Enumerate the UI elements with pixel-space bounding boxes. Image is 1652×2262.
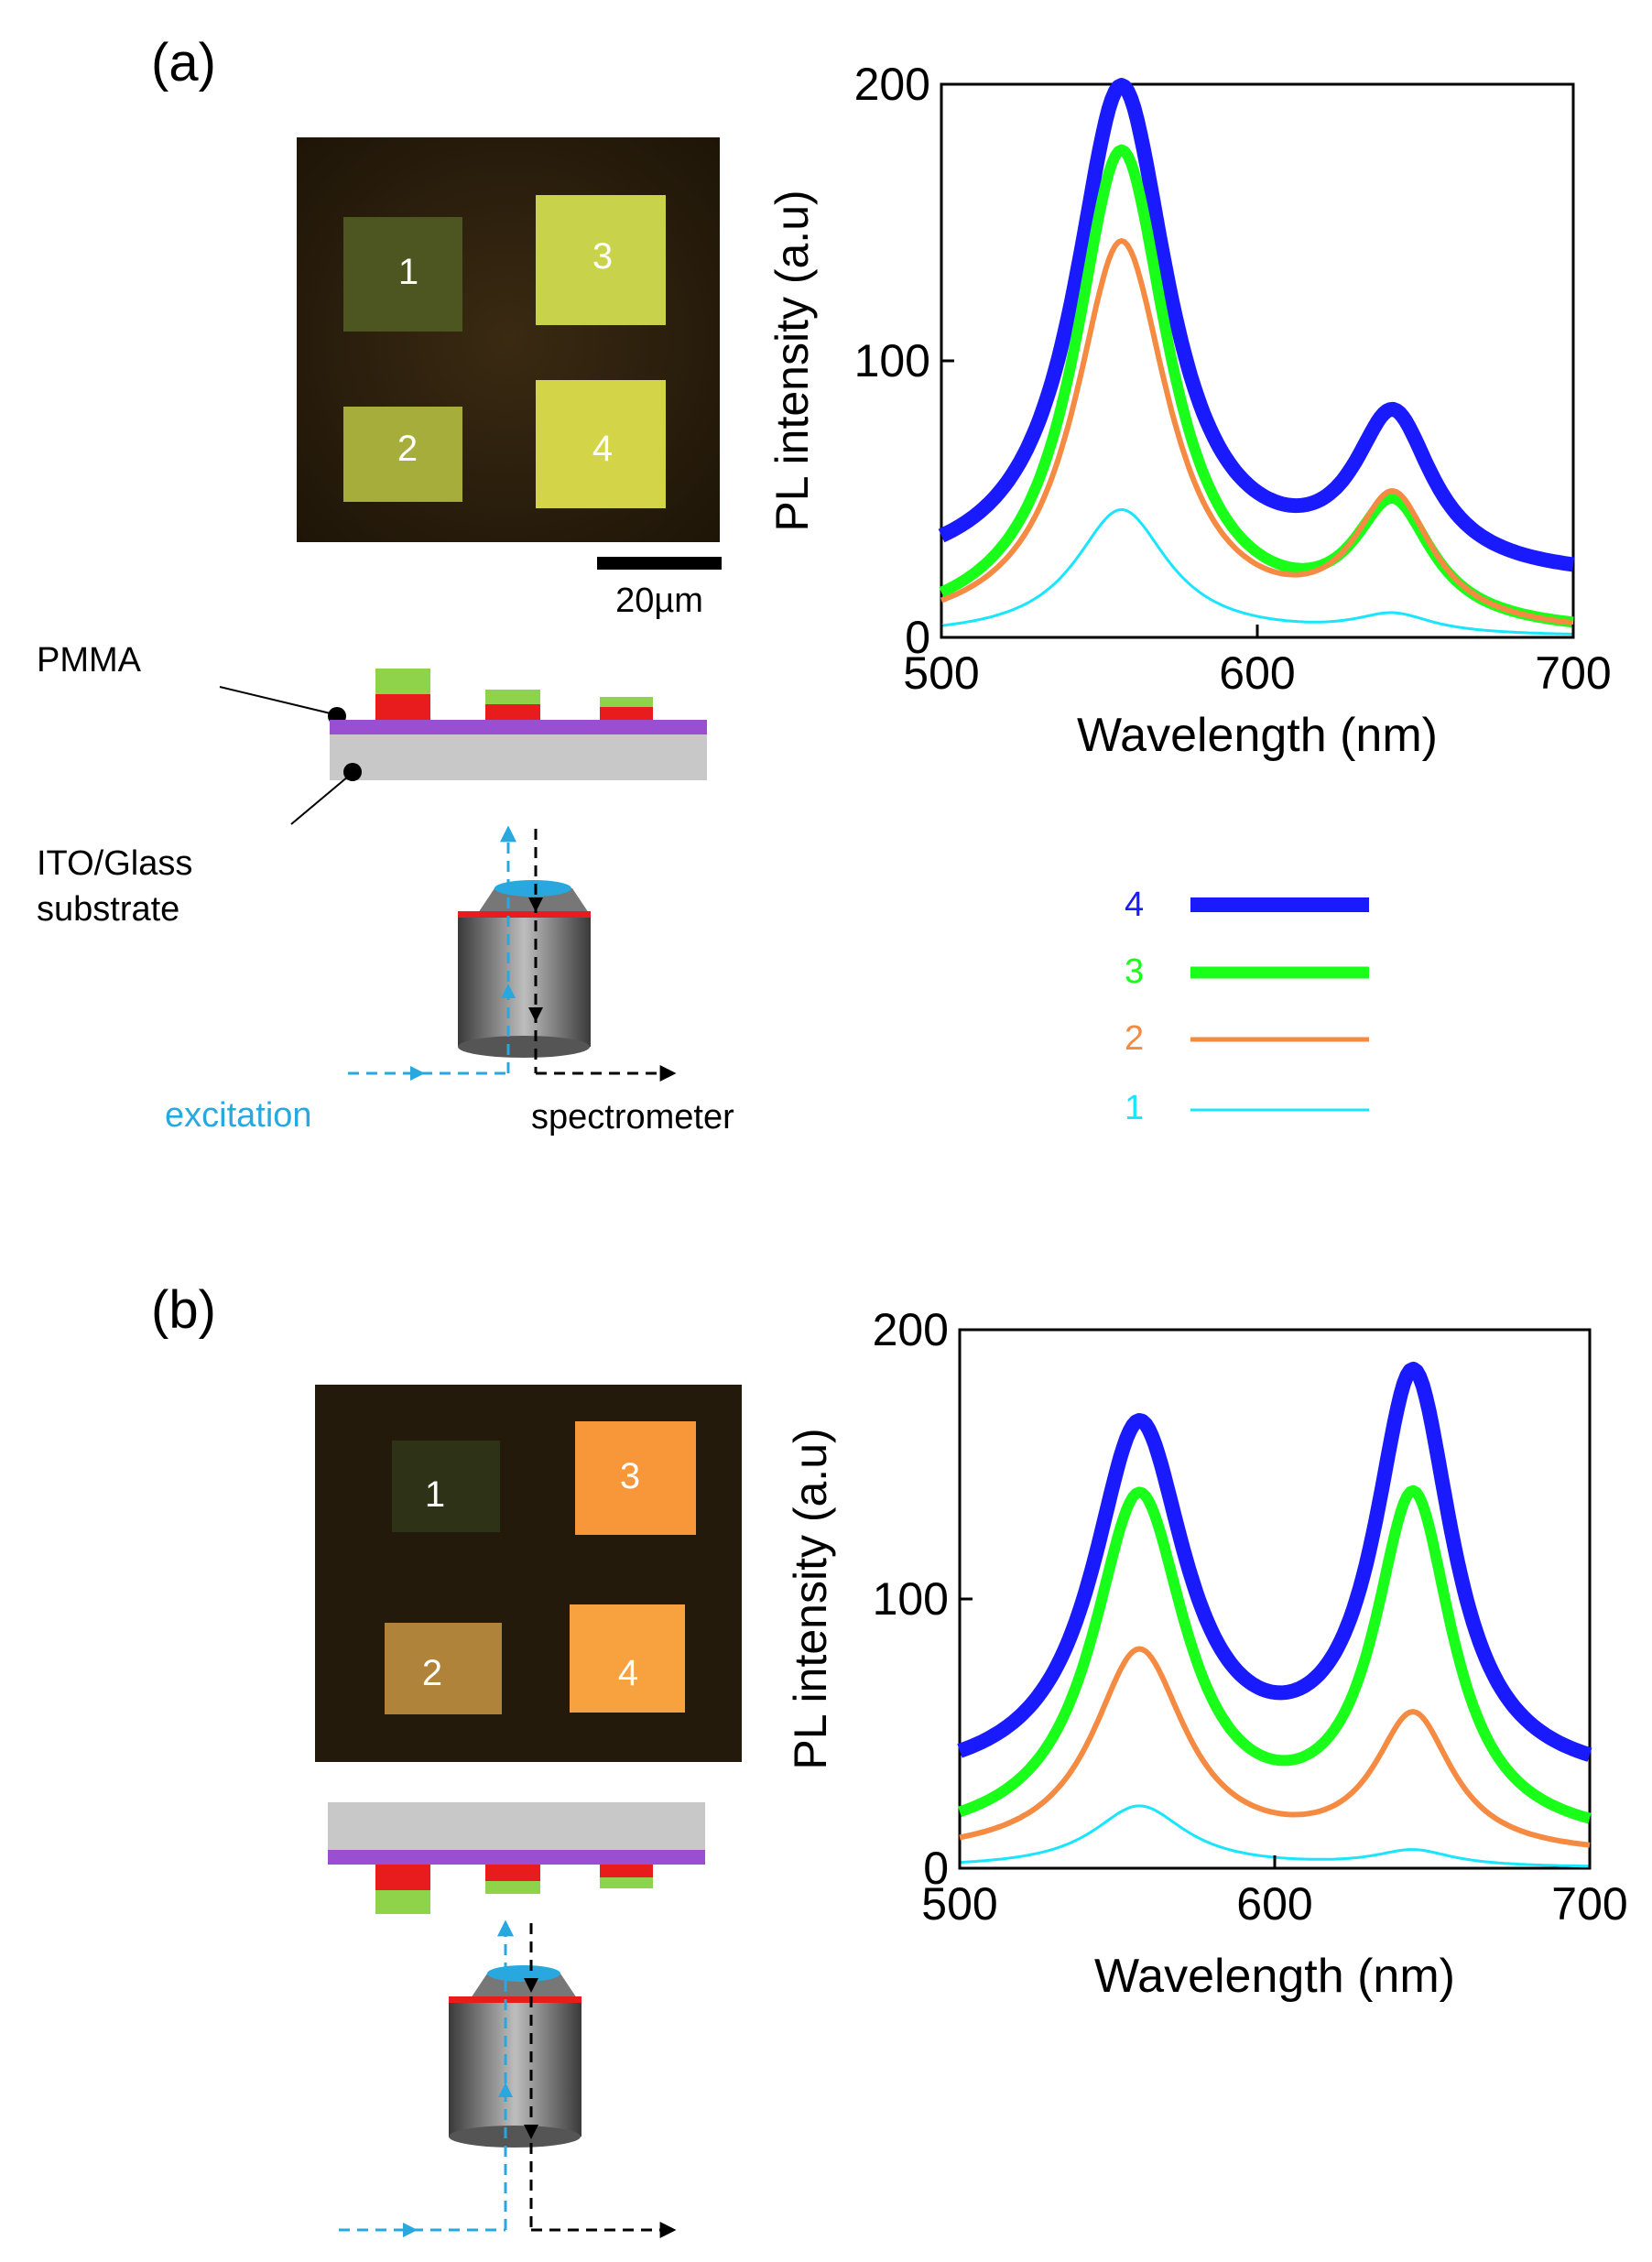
legend-label-3: 3 (1125, 952, 1144, 991)
pmma-label: PMMA (37, 641, 142, 680)
substrate-label-1: ITO/Glass (37, 844, 192, 883)
pmma-layer (330, 720, 707, 734)
x-tick-label: 700 (1535, 647, 1611, 699)
chart-b: 500 600 700 0 100 200 Wavelength (nm) PL inte… (785, 1304, 1628, 2003)
schematic-a: PMMA ITO/Glass substrate excitation (37, 641, 734, 1136)
y-tick-label: 0 (905, 612, 930, 663)
square-2 (343, 407, 462, 502)
square-label-2: 2 (397, 429, 418, 469)
series-line-3 (939, 144, 1576, 628)
square-b-label-3: 3 (620, 1456, 640, 1496)
x-tick-label: 500 (903, 647, 979, 699)
square-b-label-2: 2 (422, 1653, 442, 1693)
series-line-4 (955, 1361, 1594, 1762)
scale-bar (597, 557, 722, 570)
series-line-4 (937, 78, 1578, 572)
micrograph-b: 1 2 3 4 (315, 1385, 742, 1762)
spectrometer-label: spectrometer (531, 1098, 734, 1136)
series-line-1 (940, 508, 1574, 636)
substrate-layer-b (328, 1802, 705, 1850)
x-tick-label: 700 (1551, 1878, 1627, 1930)
chart-a: 500 600 700 0 100 200 Wavelength (nm) PL inte… (766, 59, 1612, 762)
schematic-b (328, 1802, 705, 2238)
legend-label-1: 1 (1125, 1089, 1144, 1127)
square-b-2 (385, 1623, 502, 1714)
y-tick-label: 200 (873, 1304, 949, 1355)
square-b-4 (570, 1604, 685, 1713)
square-b-label-1: 1 (425, 1474, 445, 1515)
y-tick-label: 100 (873, 1573, 949, 1625)
square-label-1: 1 (398, 252, 418, 292)
pmma-layer-b (328, 1850, 705, 1865)
series-line-2 (940, 238, 1574, 626)
y-tick-label: 200 (854, 59, 930, 110)
x-tick-label: 600 (1236, 1878, 1312, 1930)
objective-b-icon (449, 1965, 581, 2148)
chart-b-xlabel: Wavelength (nm) (1094, 1950, 1455, 2003)
square-b-label-4: 4 (618, 1653, 638, 1693)
legend-label-4: 4 (1125, 886, 1144, 924)
series-line-2 (959, 1646, 1591, 1848)
square-b-3 (575, 1421, 696, 1535)
square-label-3: 3 (592, 236, 613, 277)
square-3 (536, 195, 666, 325)
substrate-layer (330, 734, 707, 780)
panel-b-label: (b) (151, 1280, 216, 1340)
panel-a-label: (a) (151, 33, 216, 92)
substrate-label-2: substrate (37, 890, 179, 929)
x-tick-label: 600 (1219, 647, 1295, 699)
legend: 4 3 2 1 (1125, 886, 1369, 1127)
y-tick-label: 0 (923, 1843, 949, 1894)
chart-a-xlabel: Wavelength (nm) (1077, 709, 1438, 762)
y-tick-label: 100 (854, 335, 930, 386)
chart-a-ylabel: PL intensity (a.u) (766, 190, 818, 531)
chart-b-ylabel: PL intensity (a.u) (785, 1428, 836, 1769)
x-tick-label: 500 (921, 1878, 997, 1930)
legend-label-2: 2 (1125, 1019, 1144, 1058)
scale-bar-label: 20µm (615, 582, 703, 620)
chart-b-frame (958, 1328, 1592, 1870)
series-line-3 (957, 1484, 1592, 1824)
square-1 (343, 217, 462, 332)
excitation-label: excitation (165, 1096, 312, 1135)
square-label-4: 4 (592, 429, 613, 469)
objective-a-icon (458, 880, 591, 1058)
square-4 (536, 380, 666, 508)
square-b-1 (392, 1441, 500, 1532)
micrograph-a: 1 2 3 4 (297, 137, 720, 542)
